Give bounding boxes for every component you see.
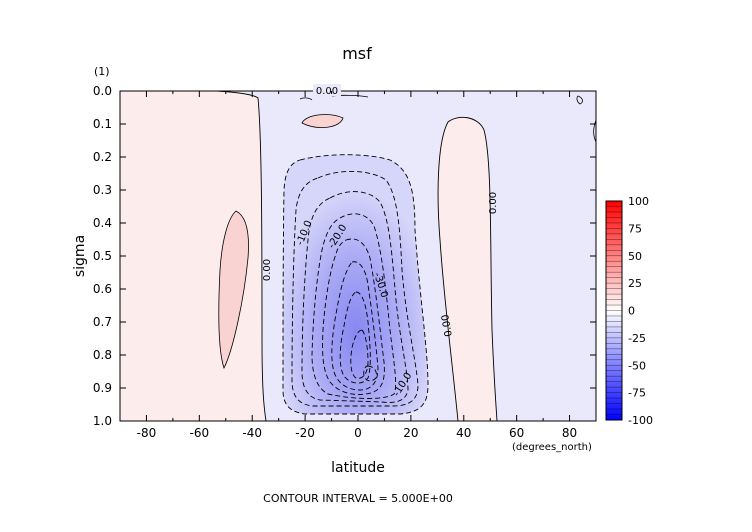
negative-contour [301,191,409,403]
contour-label: 0.00 [440,314,455,338]
y-tick-label: 0.0 [93,84,112,98]
chart-title: msf [342,44,372,63]
y-tick-label: 0.1 [93,117,112,131]
x-tick-label: 20 [403,426,418,440]
zero-contour [576,95,583,105]
zero-contour [216,91,267,421]
zero-contour [299,97,313,101]
label-box [313,84,341,96]
colorbar-tick-label: 100 [628,195,649,208]
contour-label: 0.00 [488,192,499,214]
x-tick-label: -20 [295,426,315,440]
y-tick-label: 0.2 [93,150,112,164]
x-tick-label: 80 [562,426,577,440]
negative-contour [322,238,385,395]
negative-contour [282,154,429,415]
colorbar-tick-label: -75 [628,387,646,400]
x-tick-label: 60 [509,426,524,440]
y-tick-label: 0.9 [93,381,112,395]
colorbar-ticks: 100 75 50 25 0 -25 -50 -75 -100 [606,195,653,427]
x-units-label: (degrees_north) [512,442,592,453]
negative-contour [350,329,369,379]
y-tick-label: 0.8 [93,348,112,362]
x-axis: -80 -60 -40 -20 0 20 40 60 80 [119,91,597,440]
positive-cell-top [301,114,344,128]
contour-label: 0.00 [262,259,273,281]
negative-contour [331,261,379,391]
x-tick-label: 40 [456,426,471,440]
negative-contour [291,170,419,407]
zero-contour [593,119,596,143]
y-tick-label: 0.7 [93,315,112,329]
x-tick-label: 0 [354,426,362,440]
y-axis: 0.0 0.1 0.2 0.3 0.4 0.5 0.6 0.7 0.8 0.9 1.0 [93,84,596,428]
y-tick-label: 0.3 [93,183,112,197]
positive-cell-south [218,210,249,370]
colorbar: 100 75 50 25 0 -25 -50 -75 -100 [605,195,653,427]
x-tick-label: -60 [190,426,210,440]
negative-contour [363,365,377,382]
negative-contour [311,213,397,399]
positive-region-north [438,117,497,421]
y-tick-label: 0.6 [93,282,112,296]
colorbar-tick-label: -25 [628,332,646,345]
colorbar-frame [605,200,623,421]
colorbar-tick-label: 0 [628,305,635,318]
contour-label: 0.00 [316,86,338,97]
x-axis-label: latitude [331,460,385,476]
y-axis-label: sigma [72,235,88,277]
x-tick-label: -40 [242,426,262,440]
colorbar-tick-label: -100 [628,414,653,427]
colorbar-tick-label: 25 [628,277,642,290]
negative-cell [283,154,428,414]
y-units-label: (1) [94,65,110,78]
colorbar-tick-label: 75 [628,222,642,235]
y-tick-label: 0.5 [93,249,112,263]
contour-interval-note: CONTOUR INTERVAL = 5.000E+00 [263,492,453,505]
colorbar-tick-label: -50 [628,359,646,372]
colorbar-tick-label: 50 [628,250,642,263]
x-tick-label: -80 [137,426,157,440]
y-tick-label: 0.4 [93,216,112,230]
zero-contour [437,116,498,421]
y-tick-label: 1.0 [93,414,112,428]
plot-area [120,91,596,421]
